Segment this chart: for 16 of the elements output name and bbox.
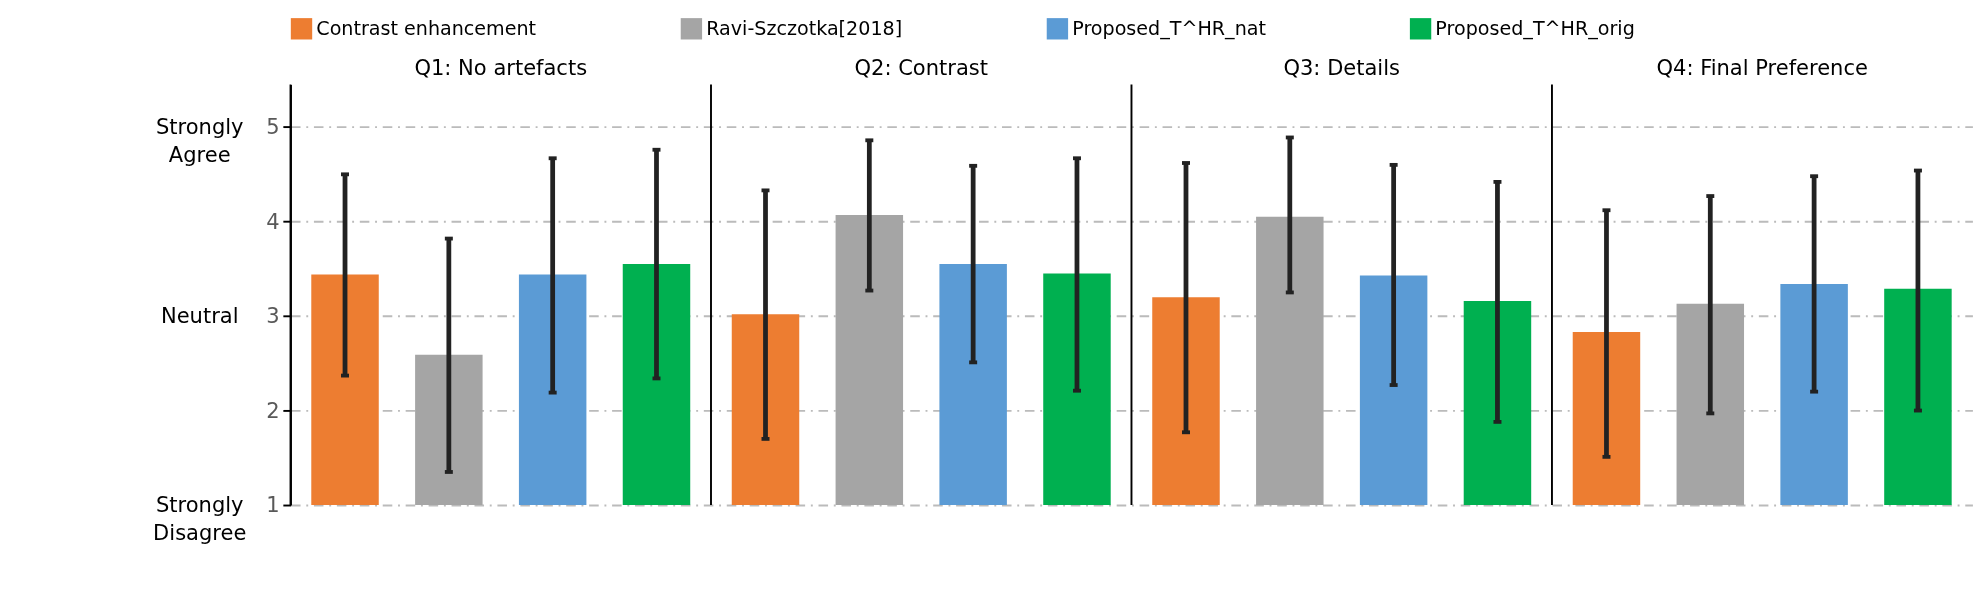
legend-label: Proposed_T^HR_orig [1435, 16, 1635, 40]
y-tick-label: 5 [266, 114, 280, 140]
legend-label: Contrast enhancement [316, 16, 537, 40]
text: Strongly Disagree [153, 491, 247, 546]
y-tick-label: 1 [266, 492, 280, 518]
x-tick-label: Q3: Details [1283, 54, 1400, 80]
y-tick-label: 2 [266, 397, 280, 423]
text: Strongly Agree [155, 113, 244, 168]
x-tick-label: Q4: Final Preference [1656, 54, 1868, 80]
y-tick-label: 4 [266, 208, 280, 234]
x-tick-label: Q2: Contrast [854, 54, 988, 80]
text: Neutral [160, 302, 239, 328]
x-tick-label: Q1: No artefacts [414, 54, 588, 80]
legend-label: Ravi-Szczotka[2018] [706, 16, 903, 40]
y-tick-label: 3 [266, 303, 280, 329]
legend-label: Proposed_T^HR_nat [1072, 16, 1267, 40]
